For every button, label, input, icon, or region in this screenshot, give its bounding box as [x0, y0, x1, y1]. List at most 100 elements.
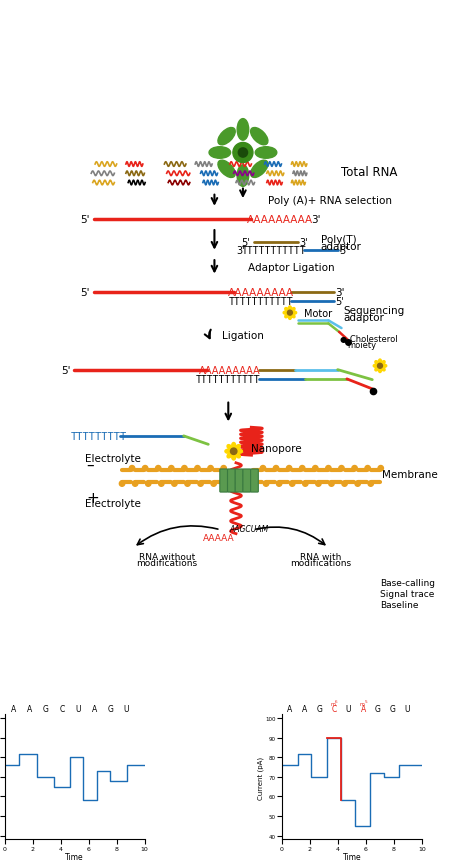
Text: U: U: [346, 703, 351, 713]
Text: G: G: [375, 703, 381, 713]
Circle shape: [146, 481, 151, 486]
FancyBboxPatch shape: [228, 469, 235, 492]
Text: Electrolyte: Electrolyte: [85, 499, 141, 508]
Text: adaptor: adaptor: [321, 241, 362, 251]
Circle shape: [300, 466, 305, 471]
Circle shape: [260, 466, 265, 471]
Text: ● Cholesterol: ● Cholesterol: [340, 334, 398, 344]
Circle shape: [185, 481, 190, 486]
Ellipse shape: [251, 161, 268, 178]
Circle shape: [290, 481, 295, 486]
Ellipse shape: [236, 454, 240, 458]
Circle shape: [378, 466, 383, 471]
Ellipse shape: [232, 443, 236, 449]
Circle shape: [238, 149, 247, 158]
Text: Membrane: Membrane: [383, 470, 438, 480]
Circle shape: [326, 466, 331, 471]
FancyBboxPatch shape: [235, 469, 243, 492]
Circle shape: [195, 466, 200, 471]
Text: –: –: [87, 457, 94, 473]
Text: Base-calling: Base-calling: [380, 578, 435, 587]
Text: AAAAAAAAA: AAAAAAAAA: [247, 215, 313, 226]
Text: AAAAAAAAA: AAAAAAAAA: [228, 288, 294, 298]
Ellipse shape: [237, 449, 242, 454]
Circle shape: [211, 481, 216, 486]
Text: 3': 3': [300, 238, 308, 247]
Text: RNA without: RNA without: [138, 553, 195, 561]
Text: 3': 3': [335, 288, 345, 298]
Text: moiety: moiety: [347, 340, 377, 350]
Text: Signal trace: Signal trace: [380, 590, 434, 598]
Circle shape: [208, 466, 213, 471]
Circle shape: [352, 466, 357, 471]
Circle shape: [143, 466, 148, 471]
Text: AAAAA: AAAAA: [202, 533, 234, 542]
Text: m: m: [330, 701, 335, 706]
Text: 3': 3': [311, 215, 321, 226]
Ellipse shape: [373, 365, 377, 368]
Circle shape: [221, 466, 227, 471]
Ellipse shape: [292, 312, 297, 315]
Circle shape: [355, 481, 360, 486]
Text: AAGCUAM: AAGCUAM: [229, 524, 269, 533]
Circle shape: [233, 143, 253, 164]
Text: 5': 5': [61, 365, 71, 375]
Ellipse shape: [283, 312, 287, 315]
Text: 3': 3': [237, 245, 245, 255]
Circle shape: [313, 466, 318, 471]
Text: A: A: [287, 703, 292, 713]
Text: Adaptor Ligation: Adaptor Ligation: [247, 263, 334, 273]
Ellipse shape: [236, 445, 240, 449]
Circle shape: [316, 481, 321, 486]
Ellipse shape: [227, 454, 232, 458]
Ellipse shape: [382, 368, 385, 371]
Circle shape: [119, 481, 125, 486]
FancyBboxPatch shape: [251, 469, 258, 492]
Ellipse shape: [218, 161, 235, 178]
Ellipse shape: [375, 362, 379, 365]
Text: adaptor: adaptor: [344, 313, 385, 323]
Circle shape: [368, 481, 374, 486]
Text: Poly(T): Poly(T): [321, 235, 356, 245]
Circle shape: [169, 466, 174, 471]
Ellipse shape: [292, 315, 295, 319]
Circle shape: [182, 466, 187, 471]
Circle shape: [329, 481, 334, 486]
Ellipse shape: [379, 369, 382, 373]
Circle shape: [273, 466, 279, 471]
Text: U: U: [124, 703, 129, 713]
Text: TTTTTTTTTTT: TTTTTTTTTTT: [196, 375, 261, 384]
Text: AAAAAAAAA: AAAAAAAAA: [199, 365, 261, 375]
Circle shape: [302, 481, 308, 486]
Text: modifications: modifications: [136, 559, 197, 567]
Circle shape: [250, 481, 255, 486]
Text: A: A: [91, 703, 97, 713]
Text: Electrolyte: Electrolyte: [85, 454, 141, 463]
Y-axis label: Current (pA): Current (pA): [257, 755, 264, 799]
Ellipse shape: [232, 455, 236, 461]
Text: U: U: [75, 703, 81, 713]
Text: 5': 5': [241, 238, 250, 247]
Circle shape: [276, 481, 282, 486]
Circle shape: [155, 466, 161, 471]
Ellipse shape: [285, 308, 289, 312]
Ellipse shape: [383, 365, 387, 368]
Circle shape: [264, 481, 269, 486]
Text: A: A: [361, 703, 366, 713]
Ellipse shape: [379, 360, 382, 364]
Text: Motor: Motor: [304, 308, 332, 319]
Text: Nanopore: Nanopore: [251, 443, 301, 454]
Text: 5': 5': [336, 297, 344, 307]
Circle shape: [286, 466, 292, 471]
Ellipse shape: [237, 165, 249, 187]
Circle shape: [377, 364, 383, 369]
Text: Baseline: Baseline: [380, 600, 419, 610]
FancyBboxPatch shape: [220, 469, 228, 492]
Text: 6: 6: [335, 699, 338, 703]
Text: 5': 5': [80, 215, 90, 226]
X-axis label: Time: Time: [65, 852, 84, 861]
Circle shape: [339, 466, 344, 471]
Text: TTTTTTTTT: TTTTTTTTT: [71, 431, 127, 442]
Circle shape: [365, 466, 370, 471]
Text: C: C: [331, 703, 337, 713]
